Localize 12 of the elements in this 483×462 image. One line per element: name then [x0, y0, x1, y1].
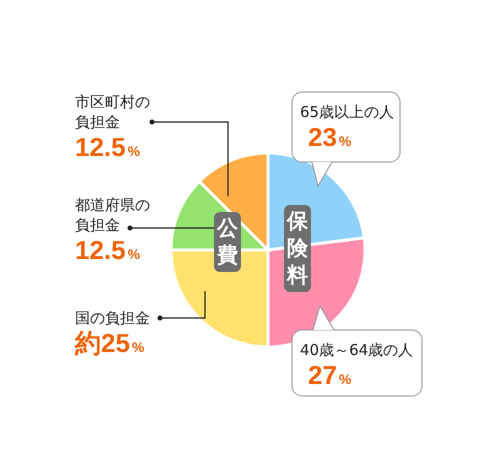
text: 公費 — [217, 215, 238, 269]
slice-label: 市区町村の負担金 — [75, 92, 151, 132]
text: 保険料 — [287, 208, 308, 289]
data-label: 12.5% — [75, 132, 142, 164]
data-label: 27% — [308, 360, 352, 392]
data-label: 23% — [308, 122, 352, 154]
data-label: 約25% — [75, 328, 146, 360]
slice-label: 65歳以上の人 — [300, 102, 394, 122]
slice-label: 都道府県の負担金 — [75, 195, 151, 235]
data-label: 12.5% — [75, 235, 142, 267]
slice-label: 40歳～64歳の人 — [300, 340, 414, 360]
slice-label: 国の負担金 — [75, 308, 151, 328]
